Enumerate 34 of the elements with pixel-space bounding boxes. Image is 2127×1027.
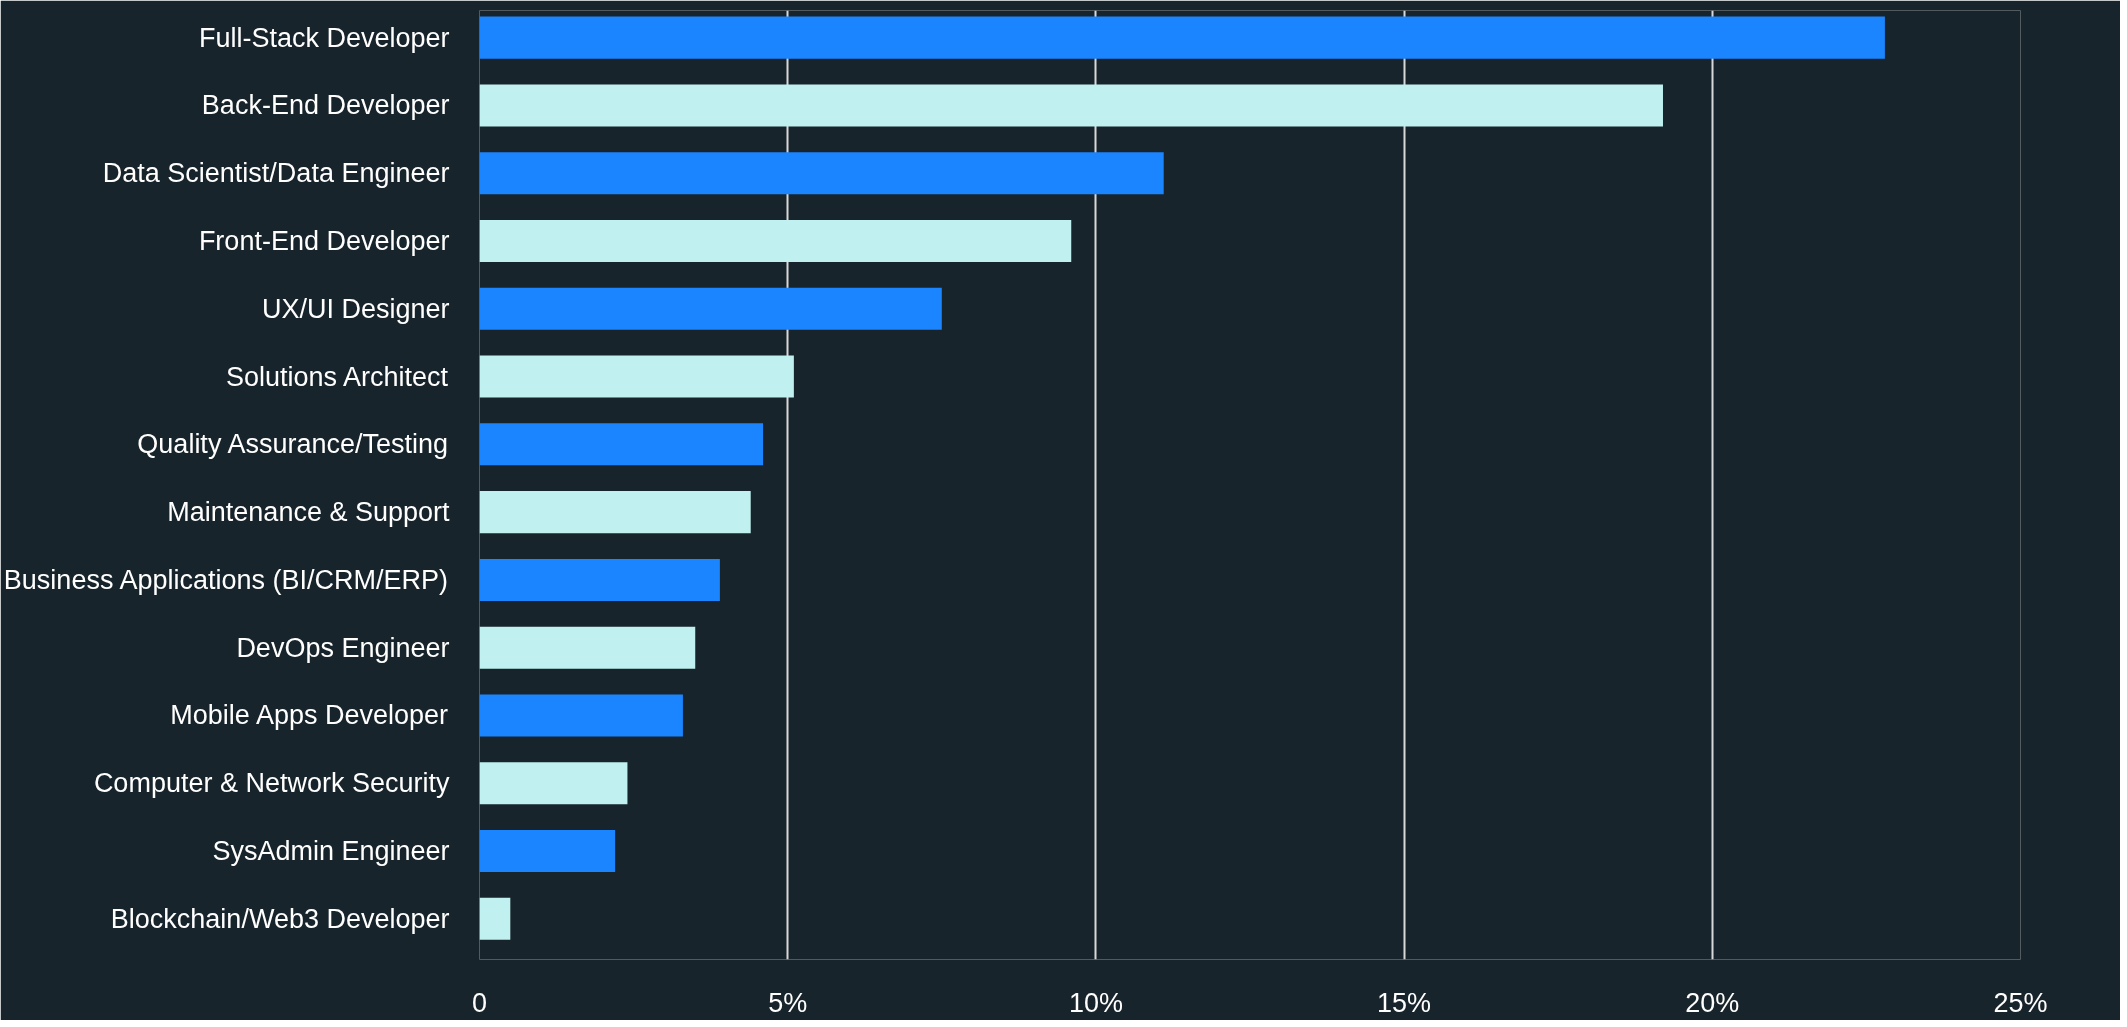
y-tick-label: Computer & Network Security: [93, 768, 450, 799]
bar: [479, 626, 696, 669]
bar: [479, 16, 1885, 59]
x-tick-label: 0: [471, 987, 488, 1018]
x-tick-label: 5%: [768, 987, 808, 1018]
bar: [479, 762, 628, 805]
x-tick-label: 25%: [1993, 987, 2048, 1018]
y-tick-label: Solutions Architect: [225, 361, 449, 392]
bar: [479, 287, 942, 330]
bar: [479, 694, 683, 737]
bar: [479, 84, 1663, 127]
y-tick-label: DevOps Engineer: [236, 632, 450, 663]
bar: [479, 830, 616, 873]
y-tick-label: Mobile Apps Developer: [170, 700, 449, 731]
y-tick-label: Business Applications (BI/CRM/ERP): [3, 564, 449, 595]
y-tick-label: Blockchain/Web3 Developer: [110, 903, 450, 934]
x-tick-label: 10%: [1068, 987, 1123, 1018]
x-tick-label: 15%: [1377, 987, 1432, 1018]
bar: [479, 355, 794, 398]
x-tick-label: 20%: [1685, 987, 1740, 1018]
y-tick-label: Quality Assurance/Testing: [137, 429, 449, 460]
y-tick-label: SysAdmin Engineer: [212, 836, 450, 867]
y-tick-label: Full-Stack Developer: [198, 22, 450, 53]
y-tick-label: Front-End Developer: [198, 225, 450, 256]
bar: [479, 558, 720, 601]
bar: [479, 491, 751, 534]
y-tick-label: UX/UI Designer: [261, 293, 450, 324]
y-tick-label: Data Scientist/Data Engineer: [102, 158, 450, 189]
y-tick-label: Maintenance & Support: [167, 497, 450, 528]
bar: [479, 423, 764, 466]
bar: [479, 897, 511, 940]
y-tick-label: Back-End Developer: [201, 90, 450, 121]
bar: [479, 219, 1072, 262]
bar: [479, 152, 1164, 195]
